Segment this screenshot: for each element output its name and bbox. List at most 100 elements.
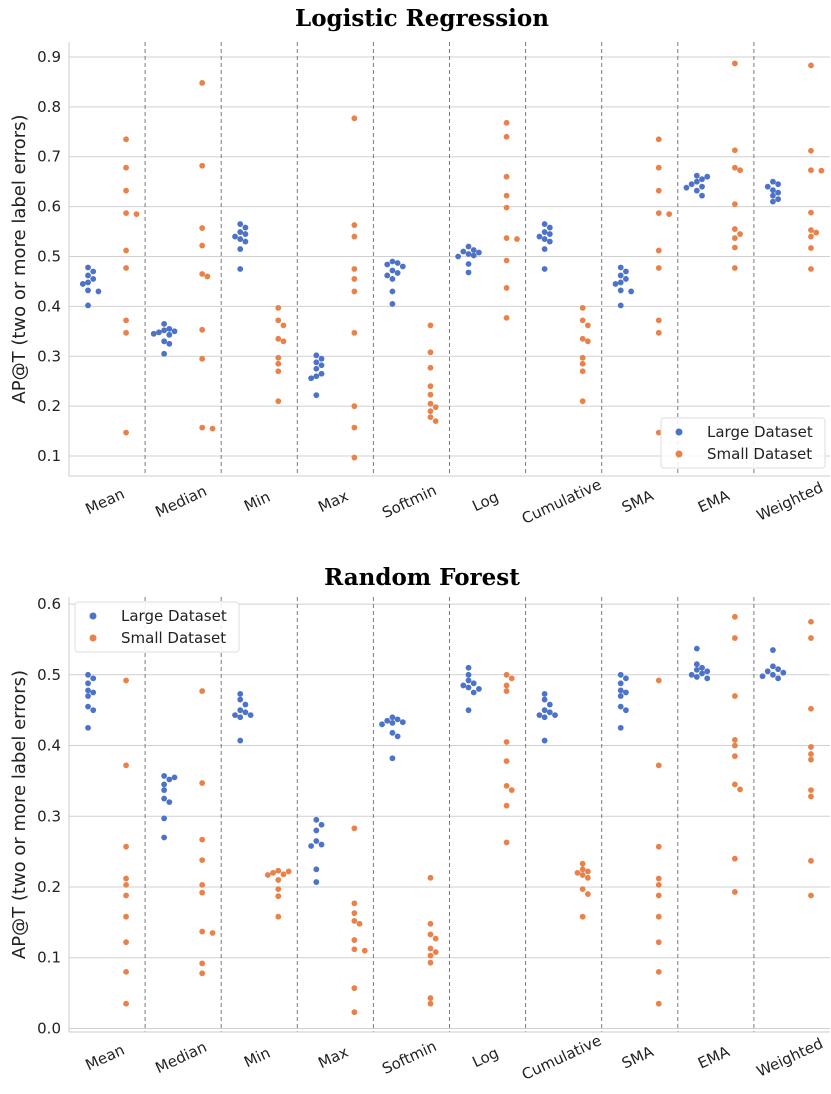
data-point bbox=[693, 674, 700, 680]
data-point bbox=[123, 187, 129, 194]
data-point bbox=[237, 691, 244, 697]
data-point bbox=[503, 235, 510, 241]
data-point bbox=[731, 613, 738, 620]
y-tick-label: 0.5 bbox=[37, 248, 61, 266]
data-point bbox=[199, 889, 206, 896]
data-point bbox=[617, 671, 624, 678]
data-point bbox=[351, 900, 358, 907]
data-point bbox=[318, 821, 325, 828]
data-point bbox=[655, 1000, 662, 1007]
legend-label: Small Dataset bbox=[707, 445, 812, 463]
data-point bbox=[808, 233, 814, 240]
data-point bbox=[384, 717, 391, 724]
data-point bbox=[237, 707, 244, 714]
data-point bbox=[199, 928, 206, 935]
data-point bbox=[579, 872, 586, 878]
data-point bbox=[813, 229, 820, 236]
y-tick-label: 0.9 bbox=[37, 48, 61, 66]
data-point bbox=[770, 663, 776, 670]
data-point bbox=[731, 201, 738, 208]
data-point bbox=[275, 360, 282, 367]
data-point bbox=[427, 383, 434, 390]
data-point bbox=[476, 249, 482, 256]
data-point bbox=[617, 693, 624, 699]
data-point bbox=[237, 696, 244, 703]
x-tick-label: EMA bbox=[695, 486, 733, 516]
data-point bbox=[123, 265, 129, 271]
data-point bbox=[313, 827, 320, 834]
data-point bbox=[731, 244, 738, 251]
data-point bbox=[759, 673, 766, 680]
data-point bbox=[275, 893, 282, 900]
legend-marker bbox=[89, 634, 97, 642]
data-point bbox=[655, 247, 662, 254]
data-point bbox=[123, 892, 129, 899]
data-point bbox=[584, 338, 591, 345]
data-point bbox=[465, 269, 472, 276]
data-point bbox=[275, 368, 282, 375]
data-point bbox=[351, 115, 358, 122]
data-point bbox=[699, 183, 705, 190]
data-point bbox=[389, 258, 396, 265]
data-point bbox=[579, 354, 586, 361]
data-point bbox=[275, 354, 282, 361]
data-point bbox=[427, 349, 434, 356]
data-point bbox=[775, 181, 782, 188]
data-point bbox=[731, 753, 738, 760]
data-point bbox=[655, 210, 662, 217]
data-point bbox=[579, 860, 586, 867]
data-point bbox=[666, 211, 673, 218]
data-point bbox=[770, 192, 776, 199]
data-point bbox=[161, 781, 168, 788]
data-point bbox=[85, 687, 91, 694]
data-point bbox=[389, 755, 396, 762]
y-tick-label: 0.1 bbox=[37, 447, 61, 465]
data-point bbox=[85, 279, 91, 286]
data-point bbox=[808, 62, 814, 69]
data-point bbox=[199, 225, 206, 231]
data-point bbox=[617, 264, 624, 271]
data-point bbox=[242, 231, 249, 237]
data-point bbox=[432, 935, 439, 942]
data-point bbox=[808, 751, 814, 757]
data-point bbox=[617, 272, 624, 279]
data-point bbox=[351, 946, 358, 953]
data-point bbox=[237, 714, 244, 721]
data-point bbox=[166, 331, 173, 338]
data-point bbox=[237, 229, 244, 235]
data-point bbox=[209, 930, 216, 936]
data-point bbox=[123, 317, 129, 324]
data-point bbox=[427, 959, 434, 966]
data-point bbox=[808, 266, 814, 272]
data-point bbox=[85, 302, 91, 309]
data-point bbox=[541, 691, 548, 697]
data-point bbox=[693, 187, 700, 194]
data-point bbox=[655, 429, 662, 436]
data-point bbox=[465, 664, 472, 671]
data-point bbox=[623, 276, 629, 282]
data-point bbox=[623, 268, 629, 275]
data-point bbox=[579, 913, 586, 920]
x-tick-label: Max bbox=[315, 1043, 351, 1072]
data-point bbox=[351, 329, 358, 336]
data-point bbox=[275, 867, 282, 874]
data-point bbox=[770, 187, 776, 194]
data-point bbox=[90, 689, 97, 696]
data-point bbox=[166, 340, 173, 347]
data-point bbox=[503, 173, 510, 180]
data-point bbox=[85, 724, 91, 731]
data-point bbox=[546, 709, 553, 716]
data-point bbox=[427, 931, 434, 938]
data-point bbox=[470, 252, 477, 259]
data-point bbox=[693, 178, 700, 185]
data-point bbox=[427, 1000, 434, 1007]
data-point bbox=[123, 247, 129, 254]
data-point bbox=[455, 253, 462, 260]
data-point bbox=[123, 677, 129, 684]
legend-box bbox=[74, 601, 240, 653]
data-point bbox=[704, 675, 711, 682]
data-point bbox=[780, 669, 787, 676]
data-point bbox=[623, 675, 629, 682]
data-point bbox=[427, 400, 434, 407]
